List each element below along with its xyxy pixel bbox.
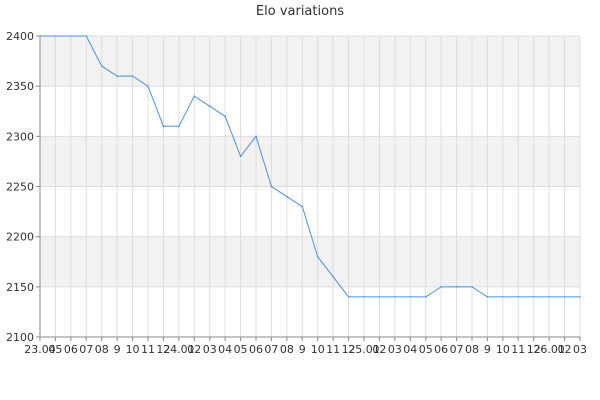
- x-tick-label: 07: [264, 343, 278, 356]
- background-bands: [40, 36, 580, 287]
- data-point: [471, 286, 473, 288]
- data-point: [347, 296, 350, 298]
- x-tick-label: 06: [64, 343, 78, 356]
- grid-band: [40, 36, 580, 87]
- data-point: [363, 296, 365, 298]
- grid-band: [40, 236, 580, 287]
- data-point: [532, 296, 535, 298]
- y-tick-label: 2300: [6, 130, 34, 143]
- data-point: [131, 75, 134, 77]
- x-tick-label: 04: [218, 343, 232, 356]
- data-point: [502, 296, 504, 298]
- data-point: [270, 185, 273, 188]
- data-point: [85, 35, 88, 37]
- x-tick-label: 26.01: [533, 343, 565, 356]
- x-tick-label: 07: [79, 343, 93, 356]
- data-point: [563, 296, 566, 298]
- x-tick-label: 11: [141, 343, 155, 356]
- data-point: [147, 85, 149, 87]
- y-tick-label: 2100: [6, 331, 34, 344]
- data-point: [409, 296, 412, 298]
- series-line: [40, 35, 580, 298]
- x-tick-label: 08: [280, 343, 294, 356]
- data-point: [394, 296, 396, 298]
- data-point: [224, 115, 226, 118]
- x-tick-label: 12: [342, 343, 356, 356]
- x-tick-label: 9: [299, 343, 306, 356]
- data-point: [193, 95, 196, 97]
- x-tick-label: 03: [388, 343, 402, 356]
- x-tick-label: 24.01: [163, 343, 195, 356]
- x-tick-label: 05: [48, 343, 62, 356]
- x-tick-label: 02: [372, 343, 386, 356]
- data-point: [39, 35, 41, 37]
- data-point: [440, 286, 442, 288]
- data-point: [239, 155, 242, 158]
- data-point: [332, 276, 334, 278]
- x-tick-label: 9: [114, 343, 121, 356]
- x-tick-label: 12: [527, 343, 541, 356]
- x-tick-label: 04: [403, 343, 417, 356]
- data-point: [54, 35, 57, 37]
- x-tick-label: 02: [187, 343, 201, 356]
- data-point: [208, 105, 211, 108]
- data-point: [178, 125, 180, 128]
- y-tick-label: 2250: [6, 181, 34, 194]
- y-tick-labels: 2100 2150 2200 2250 2300 2350 2400: [6, 30, 40, 344]
- x-tick-label: 07: [450, 343, 464, 356]
- x-tick-label: 23.04: [24, 343, 56, 356]
- x-tick-label: 03: [573, 343, 587, 356]
- data-point: [517, 296, 520, 298]
- x-tick-label: 08: [95, 343, 109, 356]
- x-tick-label: 03: [203, 343, 217, 356]
- data-point: [424, 296, 427, 298]
- chart-title: Elo variations: [255, 4, 345, 19]
- y-tick-label: 2350: [6, 80, 34, 93]
- data-point: [486, 296, 489, 298]
- data-point: [378, 296, 381, 298]
- data-point: [455, 286, 458, 288]
- data-point: [301, 205, 304, 208]
- data-point: [255, 135, 257, 138]
- x-tick-label: 10: [126, 343, 140, 356]
- x-tick-label: 11: [511, 343, 525, 356]
- data-point: [100, 65, 103, 67]
- x-tick-label: 12: [156, 343, 170, 356]
- y-tick-label: 2150: [6, 281, 34, 294]
- x-tick-label: 06: [249, 343, 263, 356]
- y-tick-label: 2400: [6, 30, 34, 43]
- data-point: [70, 35, 72, 37]
- data-point: [316, 255, 319, 258]
- x-tick-label: 11: [326, 343, 340, 356]
- y-tick-label: 2200: [6, 231, 34, 244]
- data-point: [162, 125, 165, 128]
- grid-band: [40, 136, 580, 187]
- x-tick-label: 05: [234, 343, 248, 356]
- x-tick-label: 06: [434, 343, 448, 356]
- data-point: [548, 296, 550, 298]
- data-point: [286, 195, 288, 198]
- x-tick-label: 10: [496, 343, 510, 356]
- x-tick-label: 9: [484, 343, 491, 356]
- x-tick-label: 05: [419, 343, 433, 356]
- data-point: [116, 75, 118, 77]
- x-tick-label: 25.01: [348, 343, 380, 356]
- data-point: [579, 296, 581, 298]
- x-tick-label: 10: [311, 343, 325, 356]
- x-tick-label: 08: [465, 343, 479, 356]
- x-tick-label: 02: [558, 343, 572, 356]
- series-layer: [39, 35, 581, 298]
